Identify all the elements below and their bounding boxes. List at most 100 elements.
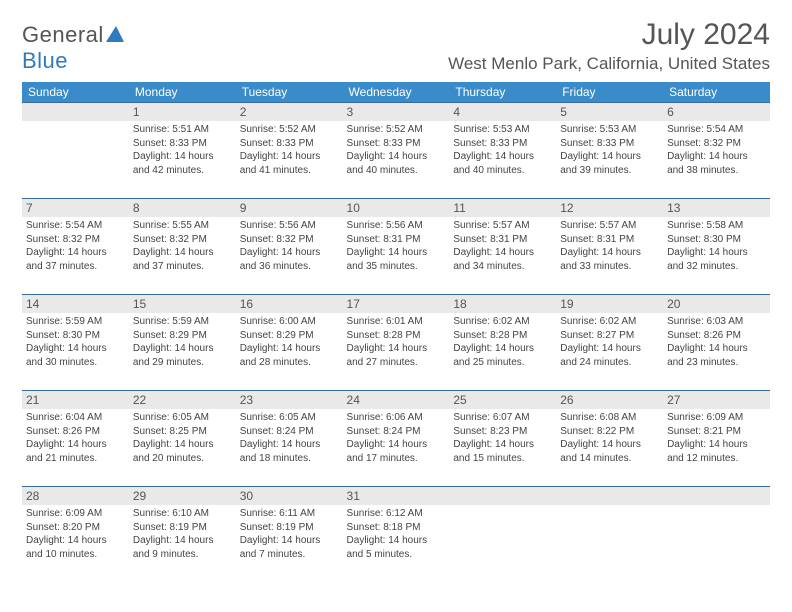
sunset-line: Sunset: 8:22 PM [560, 426, 634, 437]
sunset-line: Sunset: 8:30 PM [667, 234, 741, 245]
sunrise-line: Sunrise: 6:00 AM [240, 316, 316, 327]
daylight-line: Daylight: 14 hours and 25 minutes. [453, 343, 534, 368]
day-details: Sunrise: 6:09 AMSunset: 8:21 PMDaylight:… [663, 409, 770, 469]
day-number: 18 [449, 295, 556, 313]
day-number: 6 [663, 103, 770, 121]
sunset-line: Sunset: 8:24 PM [347, 426, 421, 437]
daylight-line: Daylight: 14 hours and 39 minutes. [560, 151, 641, 176]
daylight-line: Daylight: 14 hours and 41 minutes. [240, 151, 321, 176]
sail-icon [106, 26, 126, 42]
calendar-cell: 22Sunrise: 6:05 AMSunset: 8:25 PMDayligh… [129, 391, 236, 487]
sunset-line: Sunset: 8:19 PM [133, 522, 207, 533]
sunset-line: Sunset: 8:19 PM [240, 522, 314, 533]
calendar-cell: 10Sunrise: 5:56 AMSunset: 8:31 PMDayligh… [343, 199, 450, 295]
daylight-line: Daylight: 14 hours and 32 minutes. [667, 247, 748, 272]
daylight-line: Daylight: 14 hours and 24 minutes. [560, 343, 641, 368]
sunset-line: Sunset: 8:28 PM [347, 330, 421, 341]
daylight-line: Daylight: 14 hours and 34 minutes. [453, 247, 534, 272]
day-number-blank [449, 487, 556, 505]
title-block: July 2024 West Menlo Park, California, U… [448, 18, 770, 74]
day-details: Sunrise: 6:01 AMSunset: 8:28 PMDaylight:… [343, 313, 450, 373]
day-number-blank [22, 103, 129, 121]
sunrise-line: Sunrise: 5:56 AM [240, 220, 316, 231]
day-details: Sunrise: 6:05 AMSunset: 8:24 PMDaylight:… [236, 409, 343, 469]
sunset-line: Sunset: 8:33 PM [560, 138, 634, 149]
sunset-line: Sunset: 8:32 PM [240, 234, 314, 245]
sunset-line: Sunset: 8:21 PM [667, 426, 741, 437]
sunrise-line: Sunrise: 5:58 AM [667, 220, 743, 231]
day-details: Sunrise: 5:58 AM Sunset: 8:30 PM Daylight:… [663, 217, 770, 277]
day-number: 16 [236, 295, 343, 313]
calendar-cell: 11Sunrise: 5:57 AMSunset: 8:31 PMDayligh… [449, 199, 556, 295]
sunset-line: Sunset: 8:18 PM [347, 522, 421, 533]
calendar-cell: 28Sunrise: 6:09 AMSunset: 8:20 PMDayligh… [22, 487, 129, 583]
sunrise-line: Sunrise: 5:52 AM [240, 124, 316, 135]
day-number: 4 [449, 103, 556, 121]
month-title: July 2024 [448, 18, 770, 52]
calendar-cell: 30Sunrise: 6:11 AMSunset: 8:19 PMDayligh… [236, 487, 343, 583]
calendar-cell: 16Sunrise: 6:00 AMSunset: 8:29 PMDayligh… [236, 295, 343, 391]
sunrise-line: Sunrise: 6:12 AM [347, 508, 423, 519]
sunrise-line: Sunrise: 6:02 AM [453, 316, 529, 327]
calendar-cell: 18 Sunrise: 6:02 AM Sunset: 8:28 PM Dayligh… [449, 295, 556, 391]
sunrise-line: Sunrise: 6:05 AM [240, 412, 316, 423]
day-details: Sunrise: 6:02 AM Sunset: 8:28 PM Daylight:… [449, 313, 556, 373]
day-details: Sunrise: 5:59 AMSunset: 8:30 PMDaylight:… [22, 313, 129, 373]
calendar-cell: 14Sunrise: 5:59 AMSunset: 8:30 PMDayligh… [22, 295, 129, 391]
sunset-line: Sunset: 8:32 PM [26, 234, 100, 245]
daylight-line: Daylight: 14 hours and 35 minutes. [347, 247, 428, 272]
daylight-line: Daylight: 14 hours and 36 minutes. [240, 247, 321, 272]
day-details: Sunrise: 5:52 AMSunset: 8:33 PMDaylight:… [343, 121, 450, 181]
day-number: 23 [236, 391, 343, 409]
calendar-week-row: 7Sunrise: 5:54 AMSunset: 8:32 PMDaylight… [22, 199, 770, 295]
sunset-line: Sunset: 8:26 PM [667, 330, 741, 341]
sunset-line: Sunset: 8:33 PM [347, 138, 421, 149]
daylight-line: Daylight: 14 hours and 37 minutes. [26, 247, 107, 272]
calendar-week-row: 1Sunrise: 5:51 AMSunset: 8:33 PMDaylight… [22, 103, 770, 199]
calendar-table: SundayMondayTuesdayWednesdayThursdayFrid… [22, 82, 770, 583]
sunrise-line: Sunrise: 6:08 AM [560, 412, 636, 423]
day-details: Sunrise: 5:56 AMSunset: 8:31 PMDaylight:… [343, 217, 450, 277]
calendar-cell: 20Sunrise: 6:03 AMSunset: 8:26 PMDayligh… [663, 295, 770, 391]
day-details: Sunrise: 5:53 AMSunset: 8:33 PMDaylight:… [556, 121, 663, 181]
sunrise-line: Sunrise: 6:03 AM [667, 316, 743, 327]
day-details: Sunrise: 6:04 AMSunset: 8:26 PMDaylight:… [22, 409, 129, 469]
day-number: 9 [236, 199, 343, 217]
sunrise-line: Sunrise: 6:04 AM [26, 412, 102, 423]
day-details: Sunrise: 6:11 AMSunset: 8:19 PMDaylight:… [236, 505, 343, 565]
day-details: Sunrise: 6:06 AMSunset: 8:24 PMDaylight:… [343, 409, 450, 469]
day-details: Sunrise: 5:52 AM Sunset: 8:33 PM Daylight:… [236, 121, 343, 181]
sunrise-line: Sunrise: 5:57 AM [453, 220, 529, 231]
day-number: 25 [449, 391, 556, 409]
day-number: 5 [556, 103, 663, 121]
sunset-line: Sunset: 8:33 PM [240, 138, 314, 149]
sunrise-line: Sunrise: 5:54 AM [667, 124, 743, 135]
day-number: 24 [343, 391, 450, 409]
sunset-line: Sunset: 8:31 PM [347, 234, 421, 245]
sunset-line: Sunset: 8:28 PM [453, 330, 527, 341]
calendar-cell: 2Sunrise: 5:52 AMSunset: 8:33 PMDaylight… [236, 103, 343, 199]
daylight-line: Daylight: 14 hours and 18 minutes. [240, 439, 321, 464]
daylight-line: Daylight: 14 hours and 40 minutes. [453, 151, 534, 176]
weekday-header: Saturday [663, 82, 770, 103]
calendar-cell: 13 Sunrise: 5:58 AM Sunset: 8:30 PM Dayligh… [663, 199, 770, 295]
day-number: 28 [22, 487, 129, 505]
sunrise-line: Sunrise: 6:05 AM [133, 412, 209, 423]
calendar-cell: 24Sunrise: 6:06 AMSunset: 8:24 PMDayligh… [343, 391, 450, 487]
calendar-cell: 31Sunrise: 6:12 AMSunset: 8:18 PMDayligh… [343, 487, 450, 583]
day-details: Sunrise: 6:07 AMSunset: 8:23 PMDaylight:… [449, 409, 556, 469]
daylight-line: Daylight: 14 hours and 33 minutes. [560, 247, 641, 272]
day-details: Sunrise: 5:57 AMSunset: 8:31 PMDaylight:… [556, 217, 663, 277]
calendar-cell: 12Sunrise: 5:57 AMSunset: 8:31 PMDayligh… [556, 199, 663, 295]
calendar-cell: 6Sunrise: 5:54 AMSunset: 8:32 PMDaylight… [663, 103, 770, 199]
sunrise-line: Sunrise: 6:10 AM [133, 508, 209, 519]
day-details: Sunrise: 6:00 AMSunset: 8:29 PMDaylight:… [236, 313, 343, 373]
daylight-line: Daylight: 14 hours and 38 minutes. [667, 151, 748, 176]
calendar-cell: 5Sunrise: 5:53 AMSunset: 8:33 PMDaylight… [556, 103, 663, 199]
sunrise-line: Sunrise: 6:11 AM [240, 508, 315, 519]
calendar-cell: 4Sunrise: 5:53 AMSunset: 8:33 PMDaylight… [449, 103, 556, 199]
day-number: 13 [663, 199, 770, 217]
sunrise-line: Sunrise: 5:53 AM [453, 124, 529, 135]
day-number: 19 [556, 295, 663, 313]
calendar-cell: 17Sunrise: 6:01 AMSunset: 8:28 PMDayligh… [343, 295, 450, 391]
